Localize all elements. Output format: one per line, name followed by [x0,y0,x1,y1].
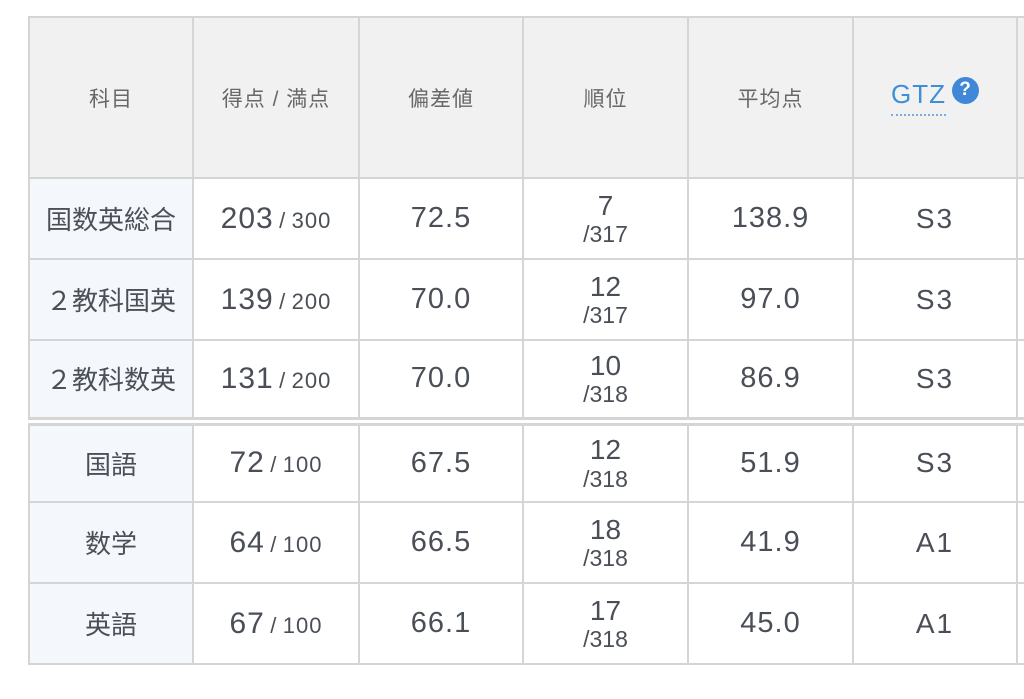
table-row: 国語 72 / 100 67.5 12/318 51.9 S3 [28,416,1024,503]
cell-deviation: 70.0 [358,258,524,341]
cell-rank: 7/317 [522,177,689,260]
cell-clipped [1016,501,1024,584]
cell-average: 41.9 [687,501,854,584]
column-header-subject: 科目 [28,16,194,179]
cell-clipped [1016,177,1024,260]
gtz-link[interactable]: GTZ [891,79,946,116]
cell-gtz: S3 [852,339,1018,422]
cell-clipped [1016,582,1024,665]
cell-gtz: S3 [852,258,1018,341]
column-header-clipped [1016,16,1024,179]
cell-average: 45.0 [687,582,854,665]
cell-deviation: 66.5 [358,501,524,584]
cell-clipped [1016,258,1024,341]
cell-subject: 国数英総合 [28,177,194,260]
cell-average: 97.0 [687,258,854,341]
cell-deviation: 66.1 [358,582,524,665]
cell-subject: ２教科国英 [28,258,194,341]
column-header-gtz: GTZ? [852,16,1018,179]
exam-score-table: 科目 得点 / 満点 偏差値 順位 平均点 GTZ? 国数英総合 203 / 3… [28,16,1024,665]
cell-score: 67 / 100 [192,582,360,665]
cell-deviation: 70.0 [358,339,524,422]
cell-average: 51.9 [687,416,854,503]
cell-clipped [1016,339,1024,422]
cell-deviation: 67.5 [358,416,524,503]
cell-score: 203 / 300 [192,177,360,260]
cell-gtz: S3 [852,177,1018,260]
cell-gtz: S3 [852,416,1018,503]
cell-rank: 10/318 [522,339,689,422]
column-header-rank: 順位 [522,16,689,179]
cell-score: 64 / 100 [192,501,360,584]
cell-rank: 18/318 [522,501,689,584]
cell-average: 86.9 [687,339,854,422]
table-row: ２教科国英 139 / 200 70.0 12/317 97.0 S3 [28,258,1024,341]
column-header-score: 得点 / 満点 [192,16,360,179]
column-header-deviation: 偏差値 [358,16,524,179]
gtz-help-icon[interactable]: ? [952,76,979,104]
column-header-average: 平均点 [687,16,854,179]
cell-score: 139 / 200 [192,258,360,341]
cell-clipped [1016,416,1024,503]
cell-rank: 12/317 [522,258,689,341]
cell-rank: 17/318 [522,582,689,665]
table-row: ２教科数英 131 / 200 70.0 10/318 86.9 S3 [28,339,1024,422]
score-table-viewport: 科目 得点 / 満点 偏差値 順位 平均点 GTZ? 国数英総合 203 / 3… [28,16,1024,687]
cell-rank: 12/318 [522,416,689,503]
header-row: 科目 得点 / 満点 偏差値 順位 平均点 GTZ? [28,16,1024,179]
cell-subject: 数学 [28,501,194,584]
cell-average: 138.9 [687,177,854,260]
table-row: 英語 67 / 100 66.1 17/318 45.0 A1 [28,582,1024,665]
cell-subject: ２教科数英 [28,339,194,422]
cell-gtz: A1 [852,501,1018,584]
table-row: 国数英総合 203 / 300 72.5 7/317 138.9 S3 [28,177,1024,260]
table-row: 数学 64 / 100 66.5 18/318 41.9 A1 [28,501,1024,584]
cell-deviation: 72.5 [358,177,524,260]
cell-subject: 英語 [28,582,194,665]
cell-gtz: A1 [852,582,1018,665]
cell-score: 131 / 200 [192,339,360,422]
cell-score: 72 / 100 [192,416,360,503]
cell-subject: 国語 [28,416,194,503]
